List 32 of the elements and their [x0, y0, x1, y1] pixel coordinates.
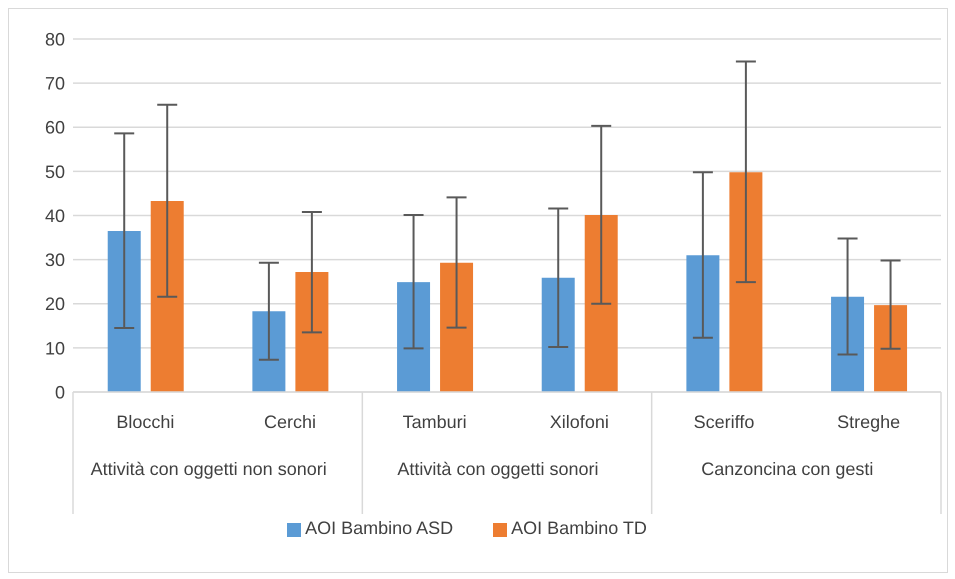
bar [150, 200, 184, 392]
y-tick-label: 40 [44, 206, 65, 226]
legend-label: AOI Bambino ASD [305, 518, 454, 538]
bar [397, 282, 430, 392]
y-tick-label: 30 [44, 250, 65, 270]
text: Attività con oggetti sonori [396, 458, 600, 481]
bar [729, 172, 762, 392]
x-tick-label: Xilofoni [550, 412, 609, 432]
bar [686, 255, 720, 392]
bar [874, 305, 908, 392]
y-tick-label: 80 [44, 29, 65, 50]
bar [295, 272, 328, 392]
x-tick-label: Tamburi [402, 412, 467, 432]
y-tick-label: 50 [44, 162, 65, 182]
bar [831, 296, 864, 392]
x-tick-label: Sceriffo [694, 412, 754, 432]
bar [252, 311, 286, 392]
x-tick-label: Cerchi [264, 412, 316, 432]
x-tick-label: Blocchi [116, 412, 174, 432]
y-tick-label: 20 [44, 294, 65, 314]
text: Canzoncina con gesti [700, 458, 874, 481]
text: Attività con oggetti non sonori [90, 458, 328, 481]
x-tick-label: Streghe [837, 412, 900, 432]
bar [440, 262, 474, 392]
bar [584, 215, 618, 392]
y-tick-label: 60 [44, 118, 65, 138]
y-tick-label: 10 [44, 338, 65, 358]
bar [542, 278, 575, 392]
y-tick-label: 0 [54, 382, 65, 402]
legend-label: AOI Bambino TD [511, 518, 647, 538]
bar [108, 230, 141, 392]
y-tick-label: 70 [44, 74, 65, 94]
